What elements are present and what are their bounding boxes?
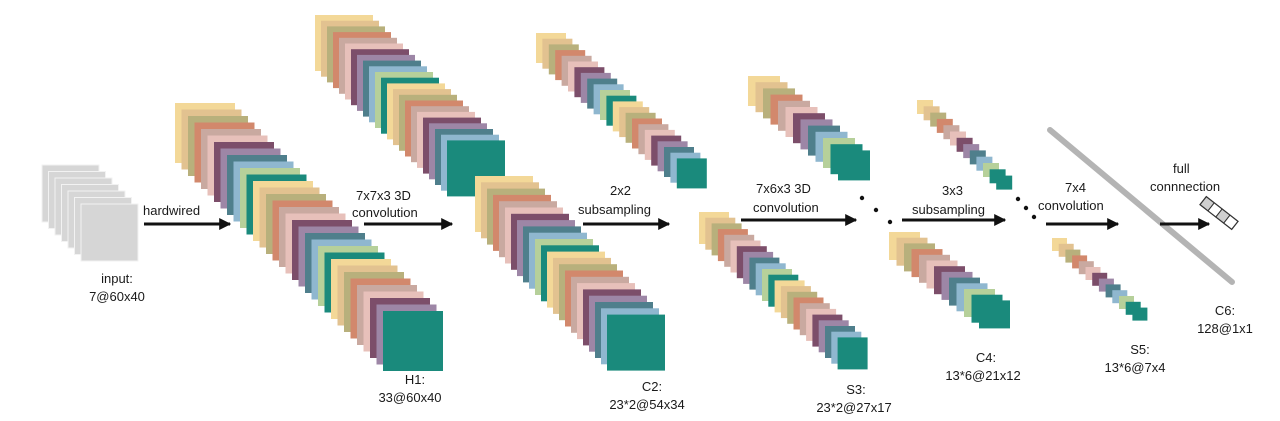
feature-map [838, 150, 870, 181]
op-conv3d-1-line1: 7x7x3 3D [356, 188, 411, 203]
input-stack [41, 164, 139, 262]
op-subsampling-1-line2: subsampling [578, 202, 651, 217]
c4-stack-bottom [889, 232, 1010, 329]
c2-stack-bottom [475, 176, 665, 371]
layer-input-shape: 7@60x40 [89, 289, 145, 304]
layer-c2-name: C2: [642, 379, 662, 394]
feature-map [80, 203, 139, 262]
layer-h1-shape: 33@60x40 [378, 390, 441, 405]
op-full-connection-line1: full [1173, 161, 1190, 176]
layer-c6-shape: 128@1x1 [1197, 321, 1253, 336]
h1-stack [175, 103, 443, 371]
s5-stack [1052, 238, 1148, 321]
layer-c6-name: C6: [1215, 303, 1235, 318]
s3-stack-bottom [699, 212, 868, 370]
op-subsampling-2-line2: subsampling [912, 202, 985, 217]
op-conv3d-2-line1: 7x6x3 3D [756, 181, 811, 196]
feature-map [676, 158, 707, 189]
feature-map [996, 175, 1013, 190]
layer-input-name: input: [101, 271, 133, 286]
c4-stack-top [748, 76, 870, 181]
op-hardwired-label: hardwired [143, 203, 200, 218]
op-subsampling-1-line1: 2x2 [610, 183, 631, 198]
feature-map [607, 314, 665, 371]
ellipsis-dots-s3 [859, 195, 893, 225]
layer-c4-name: C4: [976, 350, 996, 365]
layer-s5-shape: 13*6@7x4 [1105, 360, 1166, 375]
op-conv3d-1-line2: convolution [352, 205, 418, 220]
op-full-connection-line2: connnection [1150, 179, 1220, 194]
op-subsampling-2-line1: 3x3 [942, 183, 963, 198]
layer-s3-name: S3: [846, 382, 866, 397]
feature-map [1132, 307, 1148, 321]
s3-stack-top [536, 33, 707, 189]
feature-map [383, 311, 443, 371]
op-conv-2d-line1: 7x4 [1065, 180, 1086, 195]
fully-connected-bar [1047, 127, 1235, 285]
feature-map [837, 337, 868, 370]
ellipsis-dots-c4 [1015, 196, 1037, 220]
c2-stack-top [315, 15, 505, 197]
layer-c2-shape: 23*2@54x34 [609, 397, 684, 412]
layer-c4-shape: 13*6@21x12 [945, 368, 1020, 383]
layer-s5-name: S5: [1130, 342, 1150, 357]
op-conv-2d-line2: convolution [1038, 198, 1104, 213]
c6-output-vector [1199, 195, 1239, 231]
feature-map [979, 300, 1010, 329]
layer-h1-name: H1: [405, 372, 425, 387]
layer-s3-shape: 23*2@27x17 [816, 400, 891, 415]
c4-small-stack [917, 100, 1013, 190]
op-conv3d-2-line2: convolution [753, 200, 819, 215]
